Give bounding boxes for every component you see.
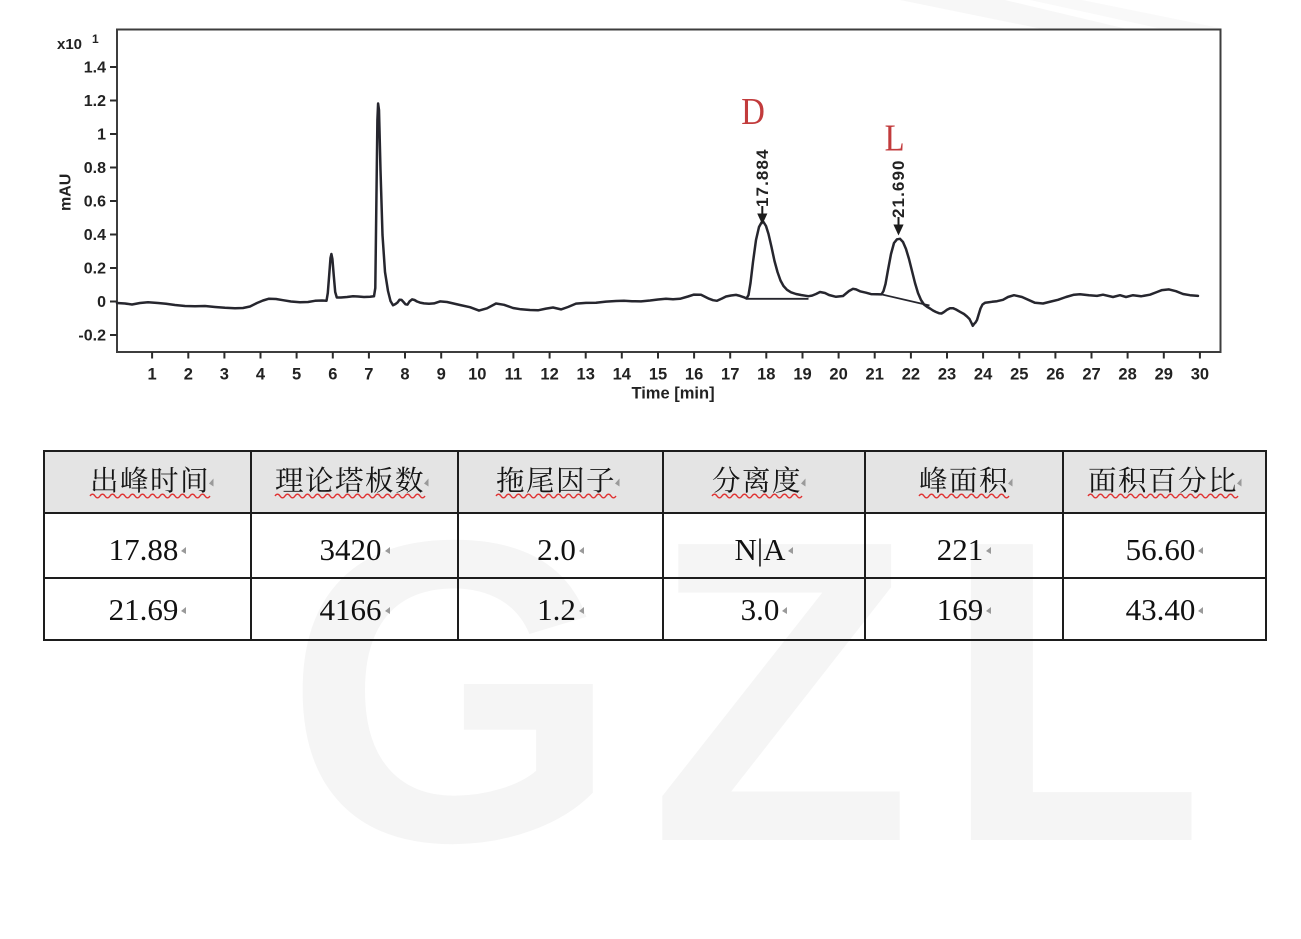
svg-text:0.4: 0.4: [84, 227, 106, 244]
svg-text:0.2: 0.2: [84, 261, 106, 278]
svg-text:1: 1: [148, 366, 157, 384]
svg-text:1.4: 1.4: [84, 60, 106, 77]
svg-text:23: 23: [938, 366, 956, 384]
svg-text:17: 17: [721, 366, 739, 384]
svg-text:28: 28: [1118, 366, 1136, 384]
svg-text:-0.2: -0.2: [78, 328, 106, 345]
svg-text:27: 27: [1082, 366, 1100, 384]
svg-text:19: 19: [793, 366, 811, 384]
svg-text:D: D: [741, 90, 765, 133]
svg-text:0: 0: [97, 294, 106, 311]
svg-text:29: 29: [1155, 366, 1173, 384]
svg-text:20: 20: [829, 366, 847, 384]
svg-text:1: 1: [97, 127, 106, 144]
svg-text:17.884: 17.884: [753, 148, 772, 207]
svg-text:25: 25: [1010, 366, 1028, 384]
svg-text:14: 14: [613, 366, 632, 384]
svg-text:0.8: 0.8: [84, 160, 106, 177]
svg-text:15: 15: [649, 366, 667, 384]
svg-text:5: 5: [292, 366, 301, 384]
svg-text:9: 9: [437, 366, 446, 384]
svg-text:1: 1: [92, 32, 99, 46]
svg-text:7: 7: [364, 366, 373, 384]
svg-text:22: 22: [902, 366, 920, 384]
svg-text:2: 2: [184, 366, 193, 384]
svg-text:12: 12: [540, 366, 558, 384]
svg-text:6: 6: [328, 366, 337, 384]
svg-text:4: 4: [256, 366, 266, 384]
svg-text:16: 16: [685, 366, 703, 384]
svg-text:21.690: 21.690: [889, 159, 908, 218]
svg-text:13: 13: [577, 366, 595, 384]
svg-text:0.6: 0.6: [84, 194, 106, 211]
svg-text:11: 11: [505, 366, 522, 384]
svg-text:L: L: [885, 116, 905, 159]
svg-text:Time [min]: Time [min]: [631, 385, 714, 403]
svg-text:18: 18: [757, 366, 775, 384]
svg-text:3: 3: [220, 366, 229, 384]
svg-text:mAU: mAU: [58, 174, 75, 211]
svg-text:10: 10: [468, 366, 486, 384]
svg-text:x10: x10: [57, 36, 82, 53]
svg-text:24: 24: [974, 366, 993, 384]
svg-text:30: 30: [1191, 366, 1209, 384]
svg-text:21: 21: [866, 366, 884, 384]
svg-text:1.2: 1.2: [84, 93, 106, 110]
svg-text:26: 26: [1046, 366, 1064, 384]
svg-text:8: 8: [400, 366, 409, 384]
